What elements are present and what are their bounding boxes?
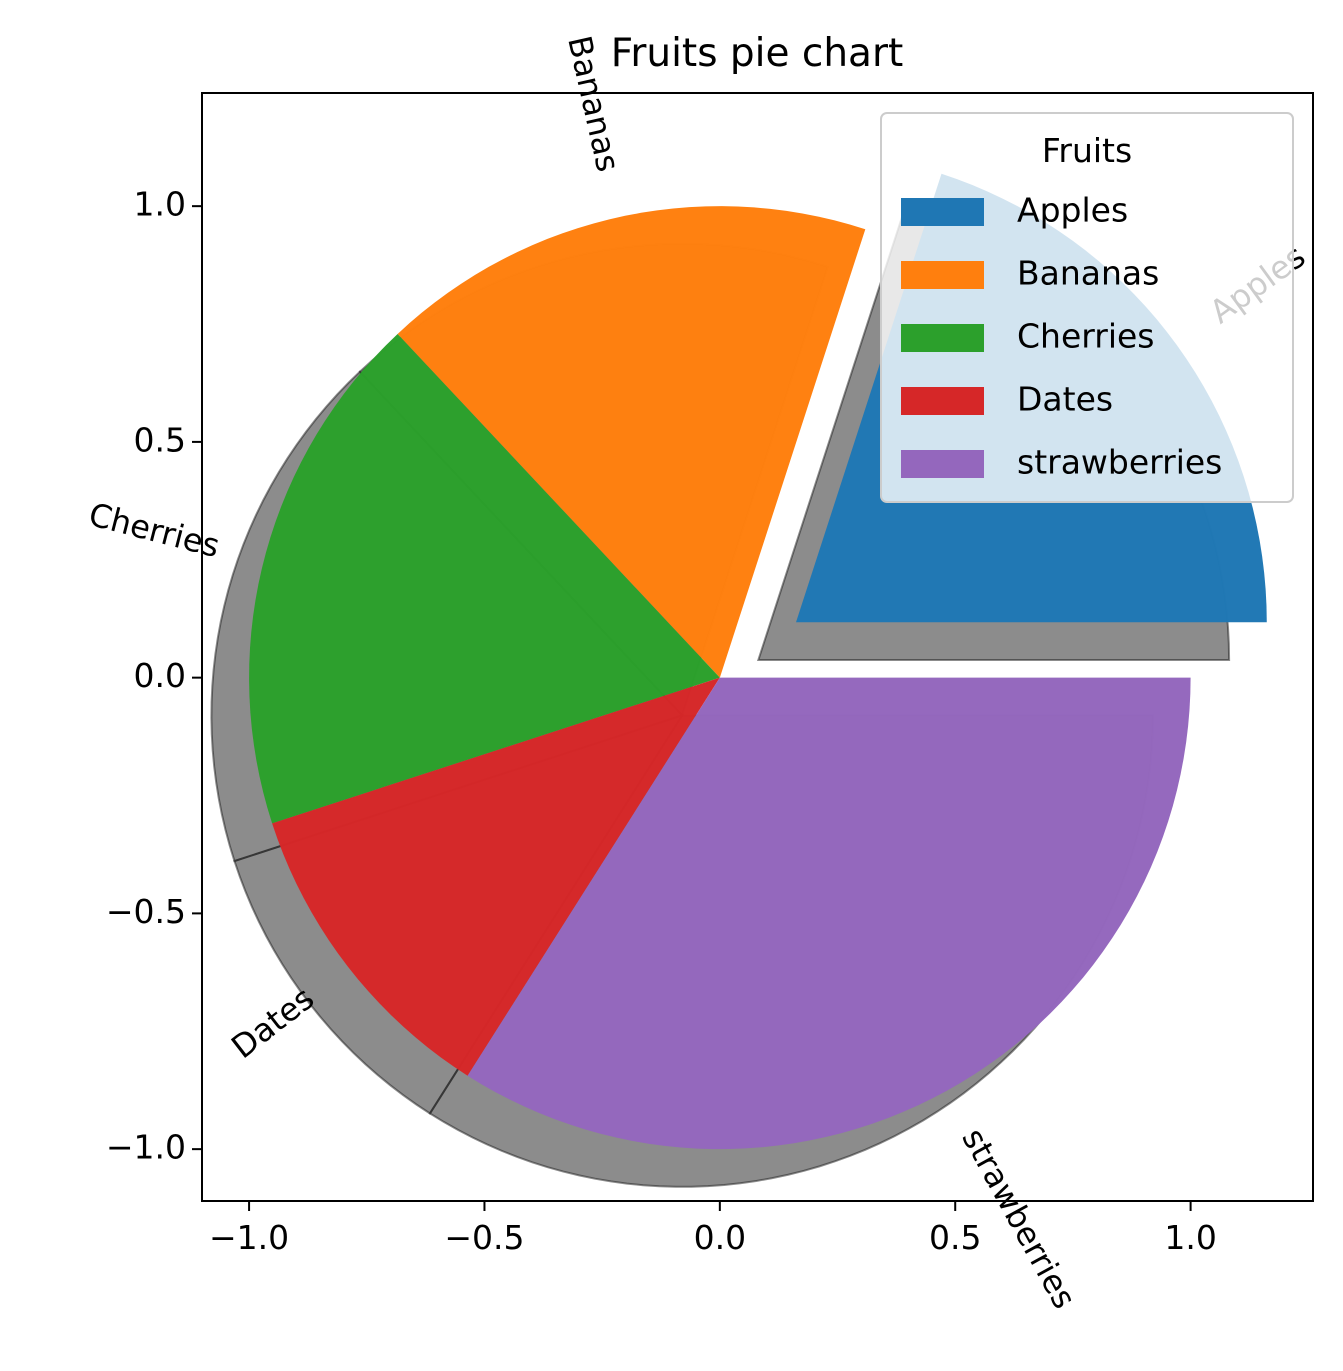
chart-title: Fruits pie chart bbox=[611, 31, 904, 76]
legend-swatch-cherries bbox=[901, 324, 984, 352]
legend-swatch-strawberries bbox=[901, 450, 984, 478]
y-tick-label: 1.0 bbox=[134, 185, 186, 224]
legend: Fruits Apples Bananas Cherries Dates strawbe… bbox=[880, 112, 1294, 503]
y-tick-label: 0.0 bbox=[134, 656, 186, 695]
slice-strawberries: strawberries: 34 bbox=[467, 677, 1191, 1150]
slice-cherries: Cherries: 18 bbox=[249, 333, 720, 824]
legend-label-apples: Apples bbox=[1017, 191, 1128, 230]
slice-label-dates: Dates bbox=[224, 979, 321, 1066]
legend-entries: Apples Bananas Cherries Dates strawberries bbox=[901, 191, 1222, 482]
slice-layer: Apples: 20Bananas: 17Cherries: 18Dates: … bbox=[249, 173, 1267, 1150]
x-tick-label: 0.0 bbox=[694, 1218, 746, 1257]
legend-swatch-apples bbox=[901, 198, 984, 226]
y-tick-label: 0.5 bbox=[134, 420, 186, 459]
legend-label-strawberries: strawberries bbox=[1017, 443, 1222, 482]
legend-label-dates: Dates bbox=[1017, 380, 1113, 419]
x-tick-label: −1.0 bbox=[209, 1218, 289, 1257]
legend-title: Fruits bbox=[1042, 131, 1132, 170]
legend-swatch-bananas bbox=[901, 261, 984, 289]
x-tick-label: 0.5 bbox=[929, 1218, 981, 1257]
x-tick-label: 1.0 bbox=[1164, 1218, 1216, 1257]
x-tick-label: −0.5 bbox=[444, 1218, 524, 1257]
slice-dates: Dates: 11 bbox=[272, 677, 720, 1076]
slice-bananas: Bananas: 17 bbox=[397, 206, 866, 678]
axis-ticks: −1.0 −0.5 0.0 0.5 1.0 −1.0 −0.5 0.0 0.5 1.0 bbox=[106, 185, 1217, 1257]
legend-label-bananas: Bananas bbox=[1017, 254, 1159, 293]
y-tick-label: −0.5 bbox=[106, 892, 186, 931]
y-tick-label: −1.0 bbox=[106, 1128, 186, 1167]
axes-frame bbox=[201, 92, 1314, 1202]
legend-label-cherries: Cherries bbox=[1017, 317, 1154, 356]
legend-swatch-dates bbox=[901, 387, 984, 415]
